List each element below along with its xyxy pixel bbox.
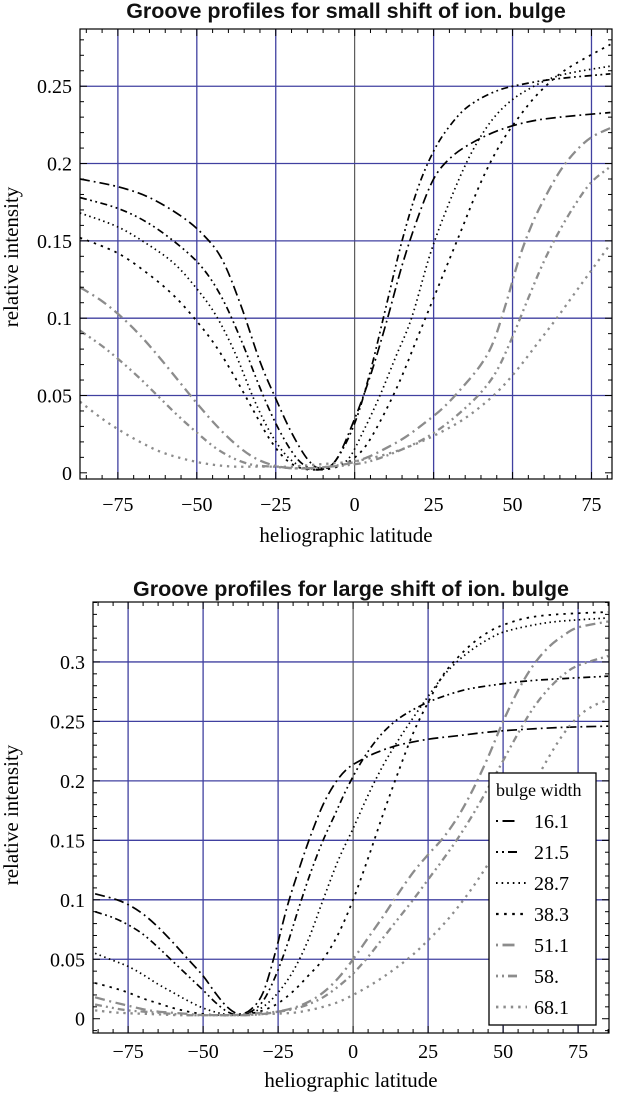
svg-text:0.05: 0.05 [50, 949, 85, 971]
legend-label: 38.3 [534, 904, 569, 926]
svg-text:0.25: 0.25 [37, 76, 72, 98]
svg-text:0: 0 [62, 463, 72, 485]
svg-text:−25: −25 [262, 1041, 293, 1063]
legend-label: 21.5 [534, 842, 569, 864]
axis-ticks [80, 29, 612, 479]
curve-51.1 [80, 126, 611, 470]
svg-text:75: 75 [581, 494, 601, 516]
plot-frame [92, 601, 610, 1034]
svg-text:0.1: 0.1 [60, 890, 85, 912]
legend-title: bulge width [496, 780, 582, 800]
small-shift-chart: −75 −50 −25 0 25 50 75 0 0.05 0.1 0.15 0.2 0.25 Groo… [0, 0, 613, 547]
curves [94, 611, 609, 1017]
x-axis-label: heliographic latitude [264, 1068, 437, 1092]
svg-text:−75: −75 [102, 494, 133, 516]
svg-text:0: 0 [350, 494, 360, 516]
curve-21.5 [80, 73, 611, 471]
curve-28.7 [94, 617, 609, 1017]
legend-label: 16.1 [534, 811, 569, 833]
svg-text:0.05: 0.05 [37, 385, 72, 407]
svg-text:0.1: 0.1 [47, 308, 72, 330]
svg-text:50: 50 [493, 1041, 513, 1063]
curves [80, 43, 612, 471]
svg-text:0.2: 0.2 [60, 771, 85, 793]
x-tick-labels: −75 −50 −25 0 25 50 75 [102, 494, 601, 516]
legend-label: 51.1 [534, 935, 569, 957]
svg-text:−50: −50 [187, 1041, 218, 1063]
y-tick-labels: 0 0.05 0.1 0.15 0.2 0.25 0.3 [50, 652, 85, 1031]
curve-38.3 [80, 43, 611, 471]
curve-68.1 [80, 243, 612, 468]
svg-text:−25: −25 [260, 494, 291, 516]
y-tick-labels: 0 0.05 0.1 0.15 0.2 0.25 [37, 76, 72, 485]
svg-text:75: 75 [568, 1041, 588, 1063]
curve-16.1 [94, 725, 609, 1015]
svg-text:25: 25 [418, 1041, 438, 1063]
legend: bulge width 16.1 21.5 28.7 38.3 51.1 58. 68.1 [488, 772, 597, 1026]
svg-text:−75: −75 [112, 1041, 143, 1063]
svg-text:0.3: 0.3 [60, 652, 85, 674]
large-shift-chart: −75 −50 −25 0 25 50 75 0 0.05 0.1 0.15 0.2 0.25 0.3 bu… [0, 577, 610, 1092]
svg-text:0.15: 0.15 [50, 830, 85, 852]
curve-28.7 [80, 65, 611, 471]
plot-area: −75 −50 −25 0 25 50 75 0 0.05 0.1 0.15 0.2 0.25 0.3 bu… [50, 601, 610, 1063]
legend-label: 68.1 [534, 997, 569, 1019]
svg-text:0: 0 [348, 1041, 358, 1063]
curve-51.1 [94, 620, 609, 1017]
x-tick-labels: −75 −50 −25 0 25 50 75 [112, 1041, 588, 1063]
chart-title: Groove profiles for small shift of ion. … [126, 0, 566, 23]
plot-area: −75 −50 −25 0 25 50 75 0 0.05 0.1 0.15 0.2 0.25 [37, 28, 613, 516]
gridlines [80, 29, 612, 479]
chart-title: Groove profiles for large shift of ion. … [133, 577, 569, 601]
plot-frame [79, 28, 613, 480]
x-axis-label: heliographic latitude [259, 523, 432, 547]
curve-58. [80, 165, 612, 470]
svg-text:0: 0 [75, 1009, 85, 1031]
svg-text:0.15: 0.15 [37, 231, 72, 253]
curve-38.3 [94, 611, 609, 1017]
y-axis-label: relative intensity [0, 744, 23, 885]
legend-box [488, 772, 597, 1026]
axis-ticks [93, 601, 609, 1033]
svg-text:25: 25 [424, 494, 444, 516]
svg-text:0.25: 0.25 [50, 711, 85, 733]
curve-21.5 [94, 675, 609, 1017]
svg-text:0.2: 0.2 [47, 154, 72, 176]
svg-text:50: 50 [503, 494, 523, 516]
svg-text:−50: −50 [181, 494, 212, 516]
legend-label: 28.7 [534, 873, 569, 895]
curve-16.1 [80, 111, 611, 470]
legend-label: 58. [534, 966, 559, 988]
curve-68.1 [94, 698, 609, 1017]
y-axis-label: relative intensity [0, 186, 23, 327]
